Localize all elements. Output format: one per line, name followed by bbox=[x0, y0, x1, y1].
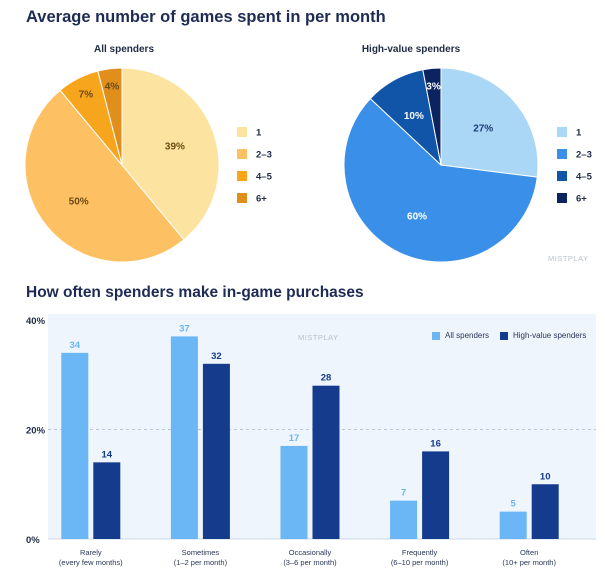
legend-label-high-value-spenders: High-value spenders bbox=[513, 331, 587, 340]
bar-all-2 bbox=[280, 445, 308, 539]
pie0-legend-swatch-1 bbox=[237, 149, 247, 159]
pie-charts: 39% 50% 7% 4% 1 2–3 4–5 6+ 27% 60% 10% 3% 1 2–3 4–5 6+ bbox=[24, 67, 593, 263]
bar-high-value-4 bbox=[531, 484, 559, 539]
pie1-legend-label-1: 2–3 bbox=[576, 150, 592, 161]
pie0-legend-swatch-0 bbox=[237, 127, 247, 137]
bar-value-label-0-0: 34 bbox=[70, 340, 81, 351]
pie1-value-label-2: 10% bbox=[404, 111, 424, 122]
pie1-value-label-0: 27% bbox=[473, 123, 493, 134]
x-tick-label-1-1: (1–2 per month) bbox=[174, 558, 228, 567]
pie1-value-label-3: 3% bbox=[426, 81, 441, 92]
pie1-legend-label-0: 1 bbox=[576, 128, 582, 139]
bar-chart: 0% 20% 40% 34 14 Rarely(every few months) 37 32… bbox=[26, 314, 596, 567]
bar-all-1 bbox=[170, 336, 198, 539]
pie1-slice-3 bbox=[422, 67, 442, 166]
y-tick-label-2: 40% bbox=[26, 316, 46, 327]
bar-high-value-1 bbox=[202, 363, 230, 539]
x-tick-label-2-1: (3–6 per month) bbox=[283, 558, 337, 567]
legend-swatch-high-value-spenders bbox=[500, 331, 508, 340]
pie1-slice-1 bbox=[343, 97, 538, 263]
bar-value-label-0-3: 7 bbox=[401, 488, 406, 499]
chart-title-top: Average number of games spent in per mon… bbox=[26, 8, 386, 26]
pie0-legend-label-2: 4–5 bbox=[256, 172, 273, 183]
y-tick-label-1: 20% bbox=[26, 426, 46, 437]
chart-title-bottom: How often spenders make in-game purchase… bbox=[26, 284, 364, 301]
pie1-legend-swatch-3 bbox=[557, 193, 567, 203]
pie1-legend-label-3: 6+ bbox=[576, 194, 587, 205]
bar-value-label-1-0: 14 bbox=[102, 449, 113, 460]
bar-high-value-2 bbox=[312, 385, 340, 539]
bar-value-label-1-2: 28 bbox=[321, 373, 332, 384]
watermark-top: MISTPLAY bbox=[548, 254, 589, 263]
bar-all-0 bbox=[61, 352, 89, 539]
bar-all-3 bbox=[390, 500, 418, 539]
pie0-slice-0 bbox=[121, 67, 220, 241]
watermark-bottom: MISTPLAY bbox=[298, 333, 339, 342]
legend-high-value-spenders: High-value spenders bbox=[500, 331, 586, 340]
pie0-value-label-0: 39% bbox=[165, 141, 185, 152]
pie0-value-label-2: 7% bbox=[79, 90, 94, 101]
pie-title-all-spenders: All spenders bbox=[93, 44, 155, 55]
x-tick-label-1-0: Sometimes bbox=[182, 548, 220, 557]
bar-value-label-1-1: 32 bbox=[211, 351, 222, 362]
x-tick-label-4-1: (10+ per month) bbox=[502, 558, 556, 567]
x-tick-label-0-0: Rarely bbox=[80, 548, 102, 557]
pie0-value-label-3: 4% bbox=[105, 82, 120, 93]
pie1-value-label-1: 60% bbox=[407, 211, 427, 222]
bar-all-4 bbox=[499, 511, 527, 539]
pie0-legend-label-1: 2–3 bbox=[256, 150, 272, 161]
bar-value-label-0-1: 37 bbox=[179, 323, 190, 334]
legend-label-all-spenders: All spenders bbox=[445, 331, 490, 340]
pie1-legend-swatch-1 bbox=[557, 149, 567, 159]
x-tick-label-2-0: Occasionally bbox=[289, 548, 332, 557]
pie0-slice-3 bbox=[97, 67, 123, 166]
pie1-legend-label-2: 4–5 bbox=[576, 172, 593, 183]
bar-high-value-3 bbox=[422, 451, 450, 539]
pie1-legend-swatch-2 bbox=[557, 171, 567, 181]
pie0-value-label-1: 50% bbox=[69, 196, 89, 207]
x-tick-label-0-1: (every few months) bbox=[59, 558, 123, 567]
pie0-legend-swatch-2 bbox=[237, 171, 247, 181]
pie-title-high-value-spenders: High-value spenders bbox=[361, 44, 461, 55]
bar-high-value-0 bbox=[93, 462, 121, 539]
bar-value-label-1-3: 16 bbox=[430, 438, 441, 449]
pie1-slice-0 bbox=[440, 67, 539, 178]
bar-value-label-1-4: 10 bbox=[540, 471, 551, 482]
bar-value-label-0-2: 17 bbox=[289, 433, 300, 444]
x-tick-label-4-0: Often bbox=[520, 548, 538, 557]
legend-swatch-all-spenders bbox=[432, 331, 440, 340]
legend-all-spenders: All spenders bbox=[432, 331, 489, 340]
pie0-slice-1 bbox=[24, 89, 185, 263]
pie1-legend-swatch-0 bbox=[557, 127, 567, 137]
x-tick-label-3-1: (6–10 per month) bbox=[391, 558, 449, 567]
x-tick-label-3-0: Frequently bbox=[402, 548, 438, 557]
pie0-legend-swatch-3 bbox=[237, 193, 247, 203]
y-tick-label-0: 0% bbox=[26, 535, 40, 546]
pie0-legend-label-3: 6+ bbox=[256, 194, 267, 205]
pie0-legend-label-0: 1 bbox=[256, 128, 262, 139]
bar-value-label-0-4: 5 bbox=[511, 499, 517, 510]
